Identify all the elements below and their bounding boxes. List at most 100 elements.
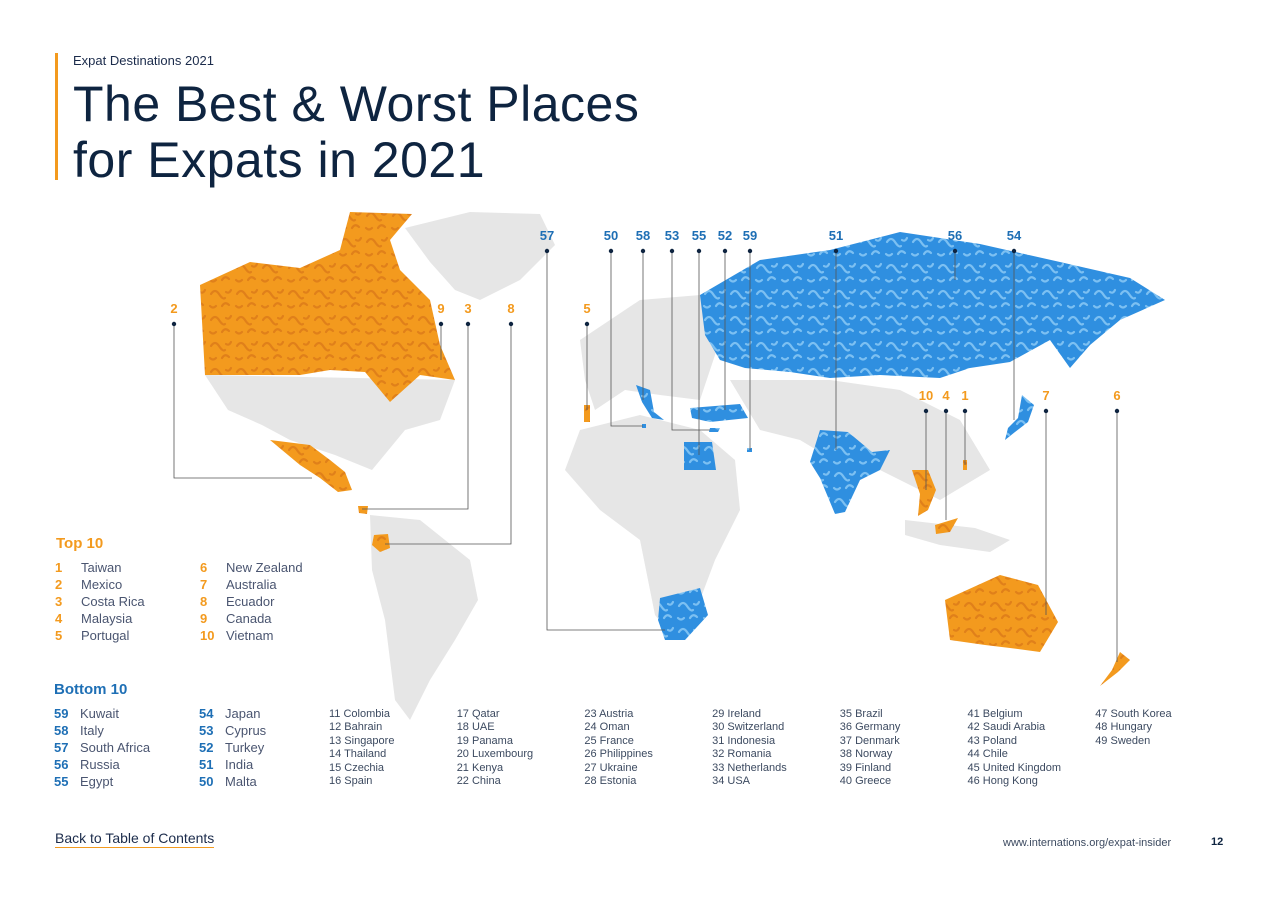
rank-number: 56 (54, 757, 69, 772)
bottom10-rank-item: 59 Kuwait (54, 706, 119, 723)
middle-rank-item: 11 Colombia (329, 708, 390, 720)
middle-rank-item: 30 Switzerland (712, 721, 785, 734)
country-name: Malaysia (81, 611, 133, 626)
rank-number: 57 (54, 740, 69, 755)
callout-dot (1043, 408, 1049, 414)
callout-dot (747, 248, 753, 254)
country-kuwait (747, 448, 752, 452)
middle-rank-item: 17 Qatar (456, 708, 500, 720)
section-eyebrow: Expat Destinations 2021 (73, 53, 214, 68)
middle-rank-item: 22 China (456, 775, 501, 788)
callout-vietnam: 10 (919, 388, 933, 490)
country-name: Kuwait (80, 706, 120, 721)
middle-rank-item: 35 Brazil (839, 708, 883, 720)
top10-rank-item: 6 New Zealand (200, 560, 303, 577)
middle-rank-item: 40 Greece (839, 775, 892, 788)
callout-dot (952, 248, 958, 254)
middle-rank-column: 47 South Korea 48 Hungary 49 Sweden (1095, 708, 1171, 748)
middle-rank-item: 14 Thailand (329, 748, 387, 761)
country-name: Italy (80, 723, 104, 738)
bottom10-rank-item: 56 Russia (54, 757, 120, 774)
middle-rank-column: 11 Colombia 12 Bahrain 13 Singapore 14 Thai… (329, 708, 394, 788)
rank-number: 7 (200, 577, 208, 592)
middle-rank-item: 20 Luxembourg (456, 748, 534, 761)
country-malta (642, 424, 646, 428)
callout-new-zealand: 6 (1113, 388, 1121, 662)
rank-number: 59 (54, 706, 69, 721)
bottom10-rank-item: 52 Turkey (199, 740, 264, 757)
rank-number: 50 (199, 774, 214, 789)
rank-number: 58 (54, 723, 69, 738)
callout-dot (438, 321, 444, 327)
middle-rank-item: 16 Spain (329, 775, 373, 788)
middle-rank-item: 28 Estonia (584, 775, 637, 788)
country-south-africa (658, 588, 708, 640)
middle-rank-item: 15 Czechia (329, 761, 385, 774)
rank-number: 9 (200, 611, 208, 626)
callout-rank-label: 58 (636, 228, 650, 243)
land-asia (730, 380, 990, 500)
callout-south-africa: 57 (540, 228, 665, 631)
bottom10-rank-item: 55 Egypt (54, 774, 113, 791)
callout-malaysia: 4 (942, 388, 950, 520)
country-australia (945, 575, 1058, 652)
country-name: South Africa (80, 740, 151, 755)
rank-number: 52 (199, 740, 214, 755)
callout-portugal: 5 (583, 301, 591, 410)
rank-number: 51 (199, 757, 214, 772)
country-name: Russia (80, 757, 120, 772)
page-title-line-2: for Expats in 2021 (73, 132, 486, 188)
middle-rank-item: 39 Finland (839, 761, 892, 774)
rank-number: 2 (55, 577, 63, 592)
callout-rank-label: 59 (743, 228, 757, 243)
callout-dot (640, 248, 646, 254)
middle-rank-item: 44 Chile (967, 748, 1008, 761)
top10-rank-item: 5 Portugal (55, 628, 129, 645)
bottom10-title: Bottom 10 (54, 681, 128, 698)
callout-taiwan: 1 (961, 388, 969, 465)
top10-rank-item: 3 Costa Rica (55, 594, 145, 611)
callout-turkey: 52 (718, 228, 732, 410)
rank-number: 1 (55, 560, 63, 575)
callout-rank-label: 4 (942, 388, 950, 403)
middle-rank-item: 29 Ireland (712, 708, 762, 720)
callout-japan: 54 (1007, 228, 1022, 420)
middle-rank-item: 43 Poland (967, 734, 1018, 747)
middle-rank-column: 17 Qatar 18 UAE 19 Panama 20 Luxembourg 21 K… (457, 708, 533, 788)
middle-rank-column: 23 Austria 24 Oman 25 France 26 Philippines… (584, 708, 653, 788)
country-ecuador (372, 534, 390, 552)
middle-rank-item: 31 Indonesia (712, 734, 776, 747)
middle-rank-column: 29 Ireland 30 Switzerland 31 Indonesia 32 R… (712, 708, 787, 788)
country-name: Australia (226, 577, 277, 592)
bottom10-rank-item: 57 South Africa (54, 740, 150, 757)
callout-rank-label: 51 (829, 228, 843, 243)
callout-rank-label: 52 (718, 228, 732, 243)
top10-rank-item: 7 Australia (200, 577, 277, 594)
country-name: Japan (225, 706, 261, 721)
callout-dot (608, 248, 614, 254)
page-title-line-1: The Best & Worst Places (73, 76, 640, 132)
country-name: Mexico (81, 577, 123, 592)
country-name: Cyprus (225, 723, 267, 738)
callout-rank-label: 7 (1042, 388, 1049, 403)
footer-url: www.internations.org/expat-insider (1003, 837, 1172, 849)
callout-rank-label: 8 (507, 301, 514, 316)
country-egypt (684, 442, 716, 470)
callout-line (671, 251, 710, 431)
bottom10-rank-item: 53 Cyprus (199, 723, 266, 740)
middle-rank-item: 49 Sweden (1095, 734, 1151, 747)
top10-title: Top 10 (56, 535, 104, 552)
country-malaysia (935, 518, 958, 534)
middle-rank-item: 21 Kenya (456, 761, 504, 774)
bottom10-rank-item: 58 Italy (54, 723, 104, 740)
callout-line (173, 324, 312, 479)
back-to-toc-link[interactable]: Back to Table of Contents (55, 830, 215, 848)
rank-number: 55 (54, 774, 69, 789)
middle-rank-item: 23 Austria (584, 708, 634, 720)
callout-line (610, 251, 643, 427)
rank-number: 10 (200, 628, 215, 643)
callout-dot (722, 248, 728, 254)
callout-india: 51 (829, 228, 843, 450)
rank-number: 3 (55, 594, 63, 609)
land-south-america (370, 515, 478, 720)
